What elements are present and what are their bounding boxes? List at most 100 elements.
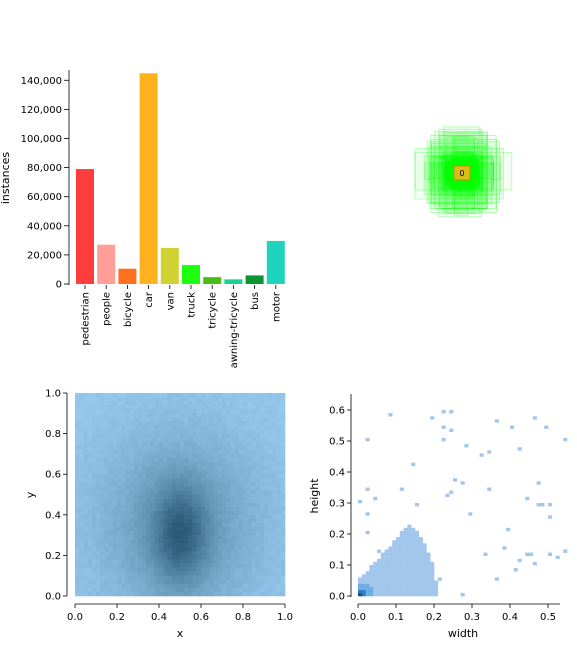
xy-heatmap-cell — [268, 413, 273, 418]
wh-heatmap-cell — [377, 580, 382, 584]
xy-heatmap-cell — [175, 462, 181, 467]
xy-heatmap-cell — [213, 575, 219, 581]
xy-heatmap-cell — [138, 587, 143, 593]
xy-heatmap-cell — [276, 522, 282, 528]
wh-heatmap-cell — [422, 543, 427, 547]
xy-heatmap-cell — [133, 413, 139, 418]
xy-heatmap-cell — [243, 498, 248, 503]
wh-heatmap-cell — [411, 589, 416, 594]
xy-heatmap-cell — [255, 462, 261, 467]
xy-heatmap-cell — [247, 555, 252, 560]
xy-heatmap-cell — [96, 429, 101, 434]
wh-heatmap-cell — [396, 552, 401, 556]
xy-heatmap-cell — [108, 506, 114, 512]
xy-heatmap-cell — [108, 417, 114, 422]
wh-heatmap-cell — [361, 577, 366, 581]
wh-heatmap-cell — [358, 586, 363, 591]
xy-heatmap-cell — [159, 437, 164, 443]
xy-heatmap-cell — [163, 543, 168, 548]
xy-heatmap-cell — [175, 563, 181, 568]
xy-heatmap-cell — [175, 449, 181, 455]
wh-heatmap-cell — [434, 583, 439, 587]
xy-heatmap-cell — [192, 421, 198, 426]
xy-heatmap-cell — [184, 453, 189, 459]
xy-heatmap-cell — [167, 502, 172, 507]
wh-heatmap-cell — [369, 565, 374, 569]
xy-heatmap-cell — [163, 535, 168, 540]
wh-heatmap-cell — [411, 568, 416, 572]
wh-heatmap-cell — [422, 580, 427, 584]
xy-heatmap-cell — [83, 510, 88, 516]
xy-heatmap-cell — [268, 478, 273, 483]
xy-heatmap-cell — [121, 462, 126, 467]
xy-heatmap-cell — [201, 498, 206, 503]
xy-heatmap-cell — [175, 401, 181, 406]
xy-heatmap-cell — [112, 437, 118, 443]
xy-heatmap-cell — [234, 490, 240, 495]
xy-heatmap-cell — [276, 462, 282, 467]
xy-heatmap-cell — [133, 506, 139, 512]
xy-heatmap-cell — [196, 498, 202, 503]
xy-heatmap-cell — [146, 498, 151, 503]
xy-heatmap-cell — [150, 466, 156, 471]
wh-heatmap-cell — [548, 552, 553, 556]
wh-heatmap-cell — [411, 527, 416, 532]
box-center — [453, 165, 471, 181]
xy-heatmap-cell — [280, 531, 286, 536]
xy-heatmap-cell — [104, 551, 109, 556]
xy-heatmap-cell — [91, 506, 97, 512]
wh-heatmap-cell — [411, 546, 416, 550]
xy-heatmap-cell — [209, 425, 214, 430]
xy-heatmap-cell — [154, 482, 160, 487]
xy-heatmap-cell — [154, 583, 160, 589]
xy-heatmap-cell — [163, 567, 168, 572]
xy-heatmap-cell — [196, 502, 202, 507]
xy-heatmap-cell — [154, 547, 160, 552]
xy-heatmap-cell — [192, 429, 198, 434]
xy-heatmap-cell — [201, 559, 206, 564]
xy-heatmap-cell — [243, 567, 248, 572]
xy-heatmap-cell — [96, 522, 101, 528]
wh-heatmap-cell — [418, 583, 423, 587]
xy-heatmap-cell — [243, 543, 248, 548]
xy-heatmap-cell — [91, 498, 97, 503]
xy-heatmap-cell — [196, 559, 202, 564]
xy-heatmap-cell — [234, 397, 240, 402]
xy-heatmap-cell — [142, 413, 147, 418]
xy-heatmap-cell — [259, 535, 265, 540]
xy-heatmap-cell — [180, 433, 185, 438]
xy-heatmap-cell — [188, 547, 193, 552]
xy-heatmap-cell — [268, 567, 273, 572]
xy-heatmap-cell — [213, 490, 219, 495]
xy-heatmap-cell — [171, 470, 177, 475]
wh-heatmap-cell — [411, 574, 416, 578]
xy-heatmap-cell — [83, 421, 88, 426]
xy-heatmap-cell — [175, 397, 181, 402]
xy-heatmap-cell — [280, 478, 286, 483]
xy-heatmap-cell — [247, 429, 252, 434]
xy-heatmap-cell — [171, 543, 177, 548]
xy-heatmap-cell — [154, 535, 160, 540]
xy-heatmap-cell — [154, 474, 160, 479]
xy-heatmap-cell — [79, 482, 84, 487]
xy-heatmap-cell — [167, 579, 172, 585]
wh-heatmap-cell — [506, 527, 511, 532]
xy-heatmap-cell — [280, 393, 286, 398]
xy-heatmap-cell — [247, 462, 252, 467]
xy-heatmap-cell — [276, 575, 282, 581]
xy-heatmap-cell — [209, 466, 214, 471]
xy-heatmap-cell — [159, 482, 164, 487]
xy-heatmap-cell — [96, 494, 101, 499]
xy-heatmap-cell — [192, 591, 198, 597]
xy-heatmap-cell — [167, 482, 172, 487]
wh-heatmap-cell — [441, 410, 446, 414]
xy-heatmap-cell — [243, 502, 248, 507]
xy-heatmap-cell — [104, 478, 109, 483]
wh-heatmap-cell — [388, 586, 393, 591]
xy-heatmap-cell — [209, 559, 214, 564]
xy-heatmap-cell — [138, 543, 143, 548]
xy-heatmap-cell — [213, 571, 219, 576]
xy-heatmap-cell — [201, 579, 206, 585]
xy-heatmap-cell — [180, 453, 185, 459]
xy-heatmap-cell — [205, 498, 210, 503]
